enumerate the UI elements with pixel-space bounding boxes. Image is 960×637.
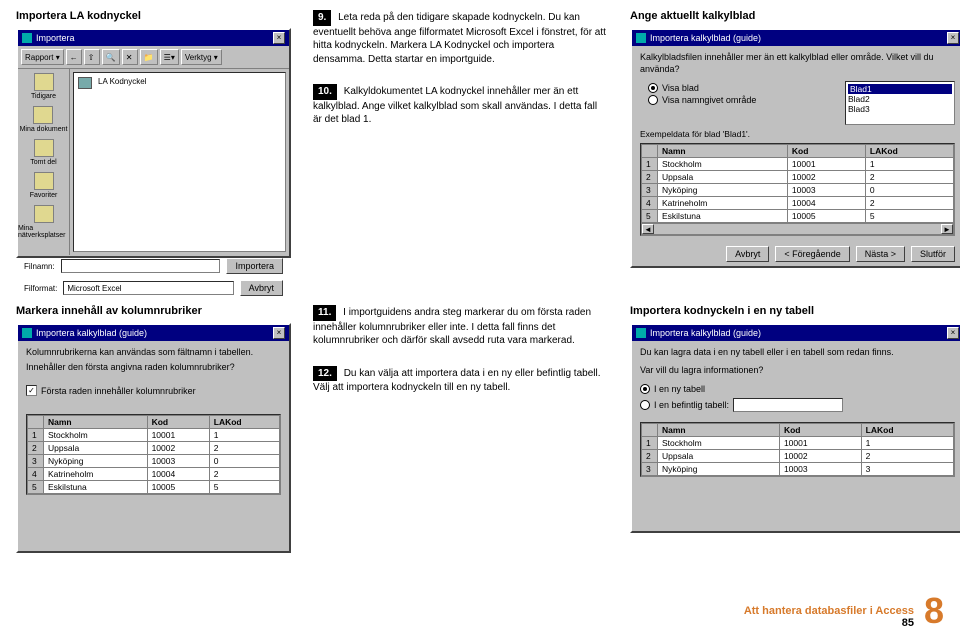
radio-icon (640, 400, 650, 410)
fileformat-label: Filformat: (24, 284, 57, 293)
section-title: Importera LA kodnyckel (16, 10, 291, 22)
new-folder-icon[interactable]: 📁 (140, 49, 158, 65)
cancel-button[interactable]: Avbryt (240, 280, 283, 296)
radio-icon (640, 384, 650, 394)
chapter-number: 8 (924, 593, 944, 629)
filename-field[interactable] (61, 259, 221, 273)
sample-table: NamnKodLAKod 1Stockholm100011 2Uppsala10… (640, 143, 955, 236)
wizard-headers: Importera kalkylblad (guide) × Kolumnrub… (16, 323, 291, 553)
wizard-sheet: Importera kalkylblad (guide) × Kalkylbla… (630, 28, 960, 268)
checkbox-label: Första raden innehåller kolumnrubriker (41, 386, 196, 396)
titlebar: Importera × (18, 30, 289, 46)
sample-table: NamnKodLAKod 1Stockholm100011 2Uppsala10… (26, 414, 281, 495)
step-number: 10. (313, 84, 337, 100)
close-icon[interactable]: × (273, 32, 285, 44)
scroll-right-icon[interactable]: ► (941, 224, 953, 234)
cancel-button[interactable]: Avbryt (726, 246, 769, 262)
radio-existing-table[interactable]: I en befintlig tabell: (640, 398, 955, 412)
next-button[interactable]: Nästa > (856, 246, 905, 262)
import-button[interactable]: Importera (226, 258, 283, 274)
sheet-list[interactable]: Blad1 Blad2 Blad3 (845, 81, 955, 125)
toolbar-dropdown[interactable]: Rapport ▾ (21, 49, 64, 65)
wizard-question: Var vill du lagra informationen? (632, 365, 960, 383)
sample-table: NamnKodLAKod 1Stockholm100011 2Uppsala10… (640, 422, 955, 477)
section-title: Importera kodnyckeln i en ny tabell (630, 305, 960, 317)
radio-named-range[interactable]: Visa namngivet område (648, 95, 827, 105)
place-item[interactable]: Tomt del (30, 139, 56, 166)
scroll-left-icon[interactable]: ◄ (642, 224, 654, 234)
prev-button[interactable]: < Föregående (775, 246, 849, 262)
example-header: Exempeldata för blad 'Blad1'. (632, 125, 960, 139)
app-icon (636, 328, 646, 338)
tools-dropdown[interactable]: Verktyg ▾ (181, 49, 222, 65)
wizard-text: Innehåller den första angivna raden kolu… (26, 362, 281, 374)
finish-button[interactable]: Slutför (911, 246, 955, 262)
step-number: 9. (313, 10, 331, 26)
place-item[interactable]: Mina nätverksplatser (18, 205, 69, 239)
file-icon (78, 77, 92, 89)
wizard-text: Kolumnrubrikerna kan användas som fältna… (26, 347, 281, 359)
app-icon (22, 328, 32, 338)
close-icon[interactable]: × (273, 327, 285, 339)
places-bar: Tidigare Mina dokument Tomt del Favorite… (18, 69, 70, 255)
chapter-title: Att hantera databasfiler i Access (744, 605, 914, 617)
app-icon (22, 33, 32, 43)
radio-icon (648, 95, 658, 105)
list-icon[interactable]: ☰▾ (160, 49, 179, 65)
file-list[interactable]: LA Kodnyckel (73, 72, 286, 252)
place-item[interactable]: Mina dokument (20, 106, 68, 133)
app-icon (636, 33, 646, 43)
page-number: 85 (744, 617, 914, 629)
wizard-intro: Kalkylbladsfilen innehåller mer än ett k… (632, 46, 960, 81)
step-11: 11. I importguidens andra steg markerar … (313, 305, 608, 356)
toolbar: Rapport ▾ ← ⇧ 🔍 ✕ 📁 ☰▾ Verktyg ▾ (18, 46, 289, 69)
place-item[interactable]: Tidigare (31, 73, 56, 100)
filename-label: Filnamn: (24, 262, 55, 271)
window-title: Importera kalkylblad (guide) (650, 328, 761, 338)
step-12: 12. Du kan välja att importera data i en… (313, 366, 608, 403)
radio-icon (648, 83, 658, 93)
window-title: Importera kalkylblad (guide) (650, 33, 761, 43)
radio-show-sheets[interactable]: Visa blad (648, 83, 827, 93)
wizard-intro: Du kan lagra data i en ny tabell eller i… (632, 341, 960, 365)
close-icon[interactable]: × (947, 327, 959, 339)
delete-icon[interactable]: ✕ (122, 49, 138, 65)
checkbox-icon[interactable] (26, 385, 37, 396)
headers-checkbox-row[interactable]: Första raden innehåller kolumnrubriker (26, 385, 281, 396)
step-9: 9. Leta reda på den tidigare skapade kod… (313, 10, 608, 74)
sheet-option[interactable]: Blad2 (848, 94, 952, 104)
import-window: Importera × Rapport ▾ ← ⇧ 🔍 ✕ 📁 ☰▾ Verkt… (16, 28, 291, 258)
place-item[interactable]: Favoriter (30, 172, 58, 199)
search-icon[interactable]: 🔍 (102, 49, 120, 65)
existing-table-field[interactable] (733, 398, 843, 412)
step-number: 12. (313, 366, 337, 382)
wizard-store: Importera kalkylblad (guide) × Du kan la… (630, 323, 960, 533)
sheet-option[interactable]: Blad1 (848, 84, 952, 94)
back-icon[interactable]: ← (66, 49, 82, 65)
fileformat-field[interactable]: Microsoft Excel (63, 281, 233, 295)
sheet-option[interactable]: Blad3 (848, 104, 952, 114)
up-icon[interactable]: ⇧ (84, 49, 100, 65)
section-title: Markera innehåll av kolumnrubriker (16, 305, 291, 317)
file-name: LA Kodnyckel (98, 77, 146, 86)
step-10: 10. Kalkyldokumentet LA kodnyckel innehå… (313, 84, 608, 135)
window-title: Importera (36, 33, 75, 43)
page-footer: Att hantera databasfiler i Access 85 8 (744, 593, 944, 629)
window-title: Importera kalkylblad (guide) (36, 328, 147, 338)
step-number: 11. (313, 305, 336, 321)
radio-new-table[interactable]: I en ny tabell (640, 384, 955, 394)
scrollbar[interactable]: ◄ ► (641, 223, 954, 235)
close-icon[interactable]: × (947, 32, 959, 44)
section-title: Ange aktuellt kalkylblad (630, 10, 960, 22)
